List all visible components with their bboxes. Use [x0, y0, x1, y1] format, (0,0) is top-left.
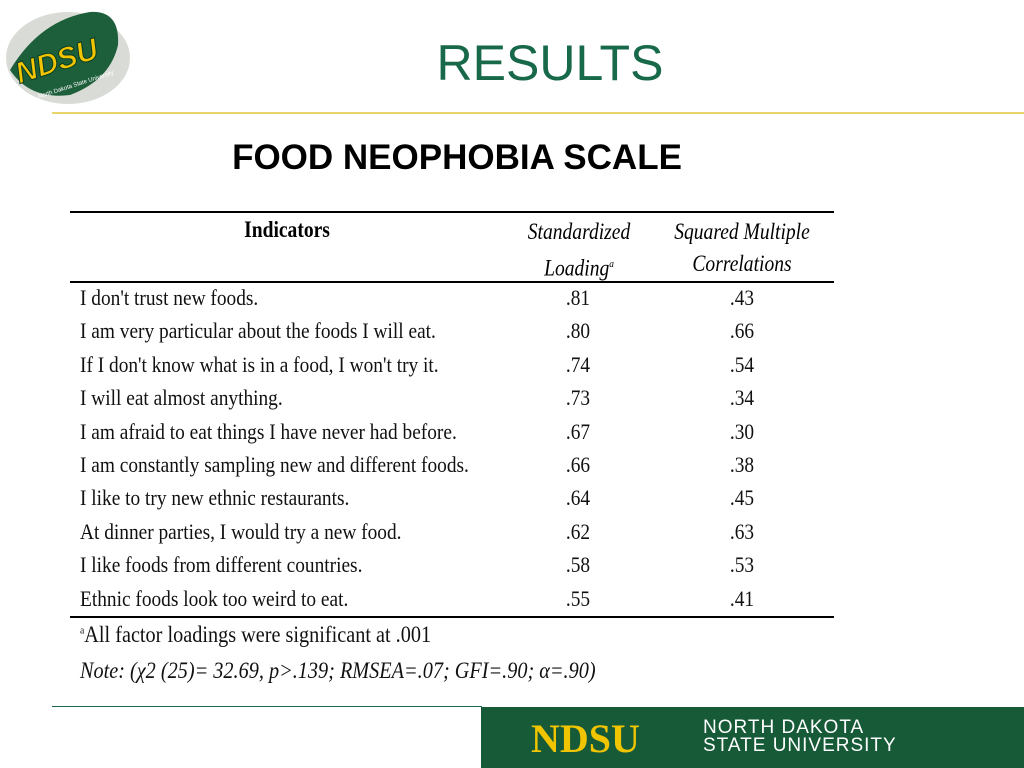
table-indicator: I am constantly sampling new and differe…: [80, 452, 469, 477]
header-sup: a: [609, 258, 614, 270]
table-indicator: I will eat almost anything.: [80, 385, 283, 411]
table-number: .63: [729, 518, 755, 544]
header-indicators: Indicators: [244, 217, 330, 242]
footer-rule: [52, 706, 482, 707]
table-indicator: I don't trust new foods.: [80, 285, 259, 310]
header-smc: Squared Multiple Correlations: [666, 216, 819, 280]
table-number: .64: [565, 485, 591, 511]
logo-shape: [10, 11, 119, 96]
table-number: .43: [729, 285, 755, 310]
table-number: .80: [565, 318, 591, 344]
table-number: .66: [565, 452, 591, 477]
table-indicator: At dinner parties, I would try a new foo…: [80, 518, 402, 544]
header-line: Squared Multiple: [674, 219, 810, 244]
note: Note: (χ2 (25)= 32.69, p>.139; RMSEA=.07…: [80, 658, 596, 683]
table-number: .67: [565, 418, 591, 444]
title: RESULTS: [436, 35, 664, 91]
footer-mark: NDSU: [531, 716, 640, 761]
table-indicator: I am very particular about the foods I w…: [80, 318, 436, 344]
table-number: .74: [565, 351, 591, 377]
footnote: aAll factor loadings were significant at…: [80, 622, 431, 648]
table-number: .58: [565, 552, 591, 578]
header-line: Standardized: [527, 219, 631, 244]
table-number: .66: [729, 318, 755, 344]
table-indicator: Ethnic foods look too weird to eat.: [80, 585, 349, 611]
table-number: .62: [565, 518, 591, 544]
header-loading: Standardized Loadinga: [503, 216, 656, 285]
header-line: Correlations: [692, 251, 792, 276]
table-indicator: I like foods from different countries.: [80, 552, 363, 578]
table-number: .34: [729, 385, 755, 411]
footnote-text: All factor loadings were significant at …: [84, 622, 432, 647]
header-rule: [52, 112, 1024, 114]
footnote-sup: a: [80, 624, 85, 637]
table-rule: [70, 281, 834, 283]
table-number: .45: [729, 485, 755, 511]
table-rule: [70, 211, 834, 213]
header-text: Loading: [544, 255, 610, 281]
footer-band: NDSU NORTH DAKOTA STATE UNIVERSITY: [481, 707, 1024, 768]
table-indicator: I am afraid to eat things I have never h…: [80, 418, 457, 444]
subtitle: FOOD NEOPHOBIA SCALE: [232, 138, 682, 177]
footer-line: NORTH DAKOTA: [703, 717, 865, 738]
table-number: .81: [565, 285, 591, 310]
table-number: .73: [565, 385, 591, 411]
footer-line: STATE UNIVERSITY: [703, 735, 897, 756]
table-number: .55: [565, 585, 591, 611]
table-number: .53: [729, 552, 755, 578]
table-indicator: I like to try new ethnic restaurants.: [80, 485, 350, 511]
table-indicator: If I don't know what is in a food, I won…: [80, 351, 439, 377]
table-rule: [70, 616, 834, 618]
table-number: .54: [729, 351, 755, 377]
footer-name: NORTH DAKOTA STATE UNIVERSITY: [703, 717, 897, 756]
table-number: .41: [729, 585, 755, 611]
table-number: .38: [729, 452, 755, 477]
logo: NDSU North Dakota State University: [6, 11, 130, 104]
table-number: .30: [729, 418, 755, 444]
header-line: Loadinga: [503, 248, 656, 285]
